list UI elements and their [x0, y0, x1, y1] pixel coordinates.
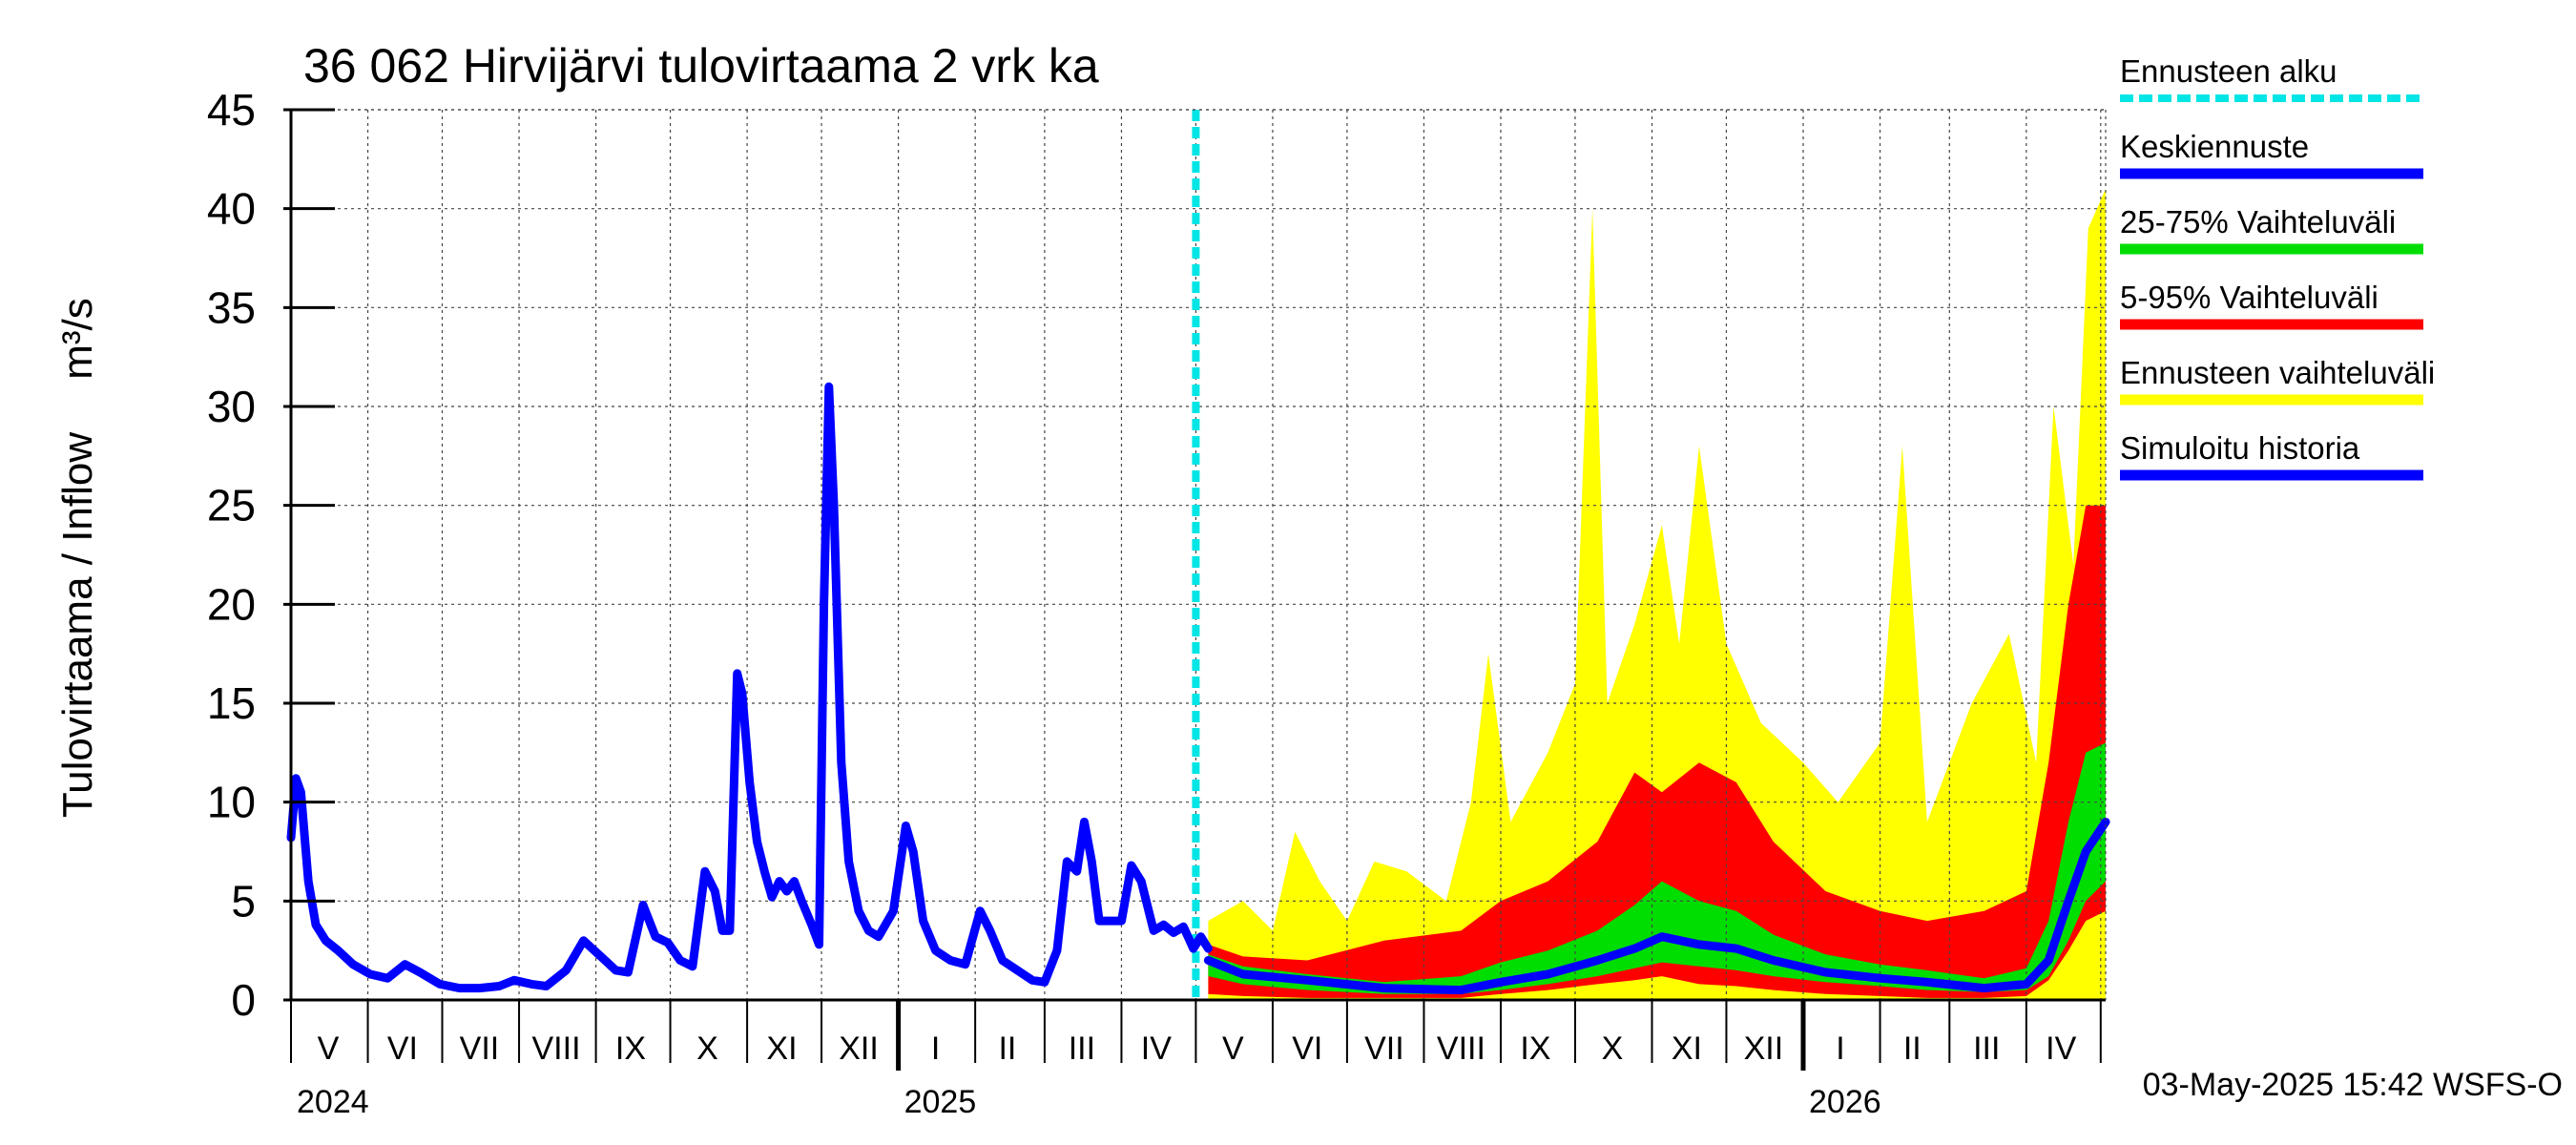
x-month-label: IX: [1520, 1030, 1550, 1067]
x-month-label: X: [1602, 1030, 1624, 1067]
y-tick-label: 30: [207, 382, 256, 431]
x-month-label: IX: [615, 1030, 646, 1067]
x-month-label: I: [931, 1030, 940, 1067]
band-1: [1208, 188, 2106, 999]
y-tick-label: 20: [207, 579, 256, 629]
y-tick-label: 0: [231, 975, 256, 1025]
x-month-label: III: [1069, 1030, 1095, 1067]
x-month-label: IV: [1141, 1030, 1172, 1067]
chart-title: 36 062 Hirvijärvi tulovirtaama 2 vrk ka: [303, 39, 1099, 93]
y-tick-label: 5: [231, 876, 256, 926]
legend-label: 5-95% Vaihteluväli: [2120, 280, 2379, 315]
y-tick-label: 45: [207, 85, 256, 135]
y-tick-label: 15: [207, 678, 256, 728]
series-layer: [286, 110, 2110, 1000]
y-tick-label: 25: [207, 481, 256, 531]
x-month-label: III: [1973, 1030, 2000, 1067]
y-axis-label-group: Tulovirtaama / Inflow: [54, 432, 101, 819]
y-tick-label: 10: [207, 778, 256, 827]
y-tick-label: 35: [207, 282, 256, 332]
timestamp-footer: 03-May-2025 15:42 WSFS-O: [2143, 1067, 2563, 1103]
legend-label: Ennusteen vaihteluväli: [2120, 355, 2435, 390]
x-month-label: VIII: [1437, 1030, 1485, 1067]
x-month-label: VIII: [532, 1030, 581, 1067]
x-month-label: II: [998, 1030, 1016, 1067]
legend: Ennusteen alku Keskiennuste 25-75% Vaihtel…: [2120, 53, 2435, 481]
x-year-label: 2024: [297, 1084, 369, 1120]
x-month-label: V: [318, 1030, 340, 1067]
legend-label: Keskiennuste: [2120, 129, 2309, 164]
x-year-label: 2025: [904, 1084, 977, 1120]
series-line-1: [286, 382, 1213, 993]
x-month-label: XII: [839, 1030, 879, 1067]
series-line-2: [1203, 817, 2110, 995]
y-tick-label: 40: [207, 184, 256, 234]
x-month-label: IV: [2046, 1030, 2076, 1067]
band-layer: [1208, 188, 2106, 999]
y-axis-unit-group: m³/s: [54, 298, 101, 380]
y-axis-unit: m³/s: [54, 298, 101, 380]
x-year-label: 2026: [1809, 1084, 1881, 1120]
legend-label: 25-75% Vaihteluväli: [2120, 204, 2396, 239]
band-3: [1208, 742, 2106, 994]
x-month-label: XII: [1744, 1030, 1784, 1067]
legend-label: Simuloitu historia: [2120, 430, 2360, 466]
x-month-label: II: [1903, 1030, 1922, 1067]
x-month-label: XI: [1672, 1030, 1702, 1067]
x-month-label: VI: [1292, 1030, 1322, 1067]
x-month-label: I: [1836, 1030, 1844, 1067]
x-month-label: XI: [766, 1030, 797, 1067]
x-month-label: V: [1222, 1030, 1244, 1067]
y-axis-label: Tulovirtaama / Inflow: [54, 432, 101, 819]
x-month-label: VII: [1364, 1030, 1404, 1067]
x-month-label: VII: [460, 1030, 500, 1067]
x-month-label: VI: [387, 1030, 418, 1067]
x-month-label: X: [696, 1030, 718, 1067]
legend-label: Ennusteen alku: [2120, 53, 2337, 89]
